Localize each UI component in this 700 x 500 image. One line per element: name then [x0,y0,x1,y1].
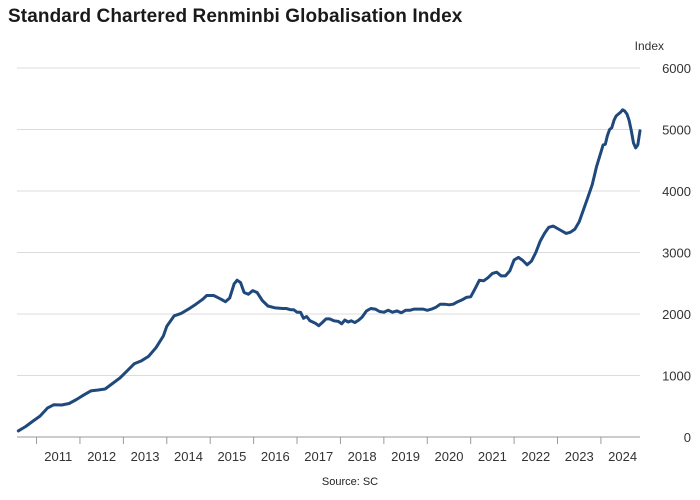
y-axis-label: Index [635,39,664,53]
series-layer [16,108,642,433]
x-tick-label: 2013 [131,449,160,464]
series-line [16,108,642,433]
x-tick-label: 2014 [174,449,203,464]
y-tick-label: 0 [684,430,691,445]
x-tick-label: 2012 [87,449,116,464]
x-axis: 2011 2012 2013 2014 2015 2016 2017 2018 2019 2020… [36,437,637,464]
x-tick-label: 2011 [44,449,72,464]
x-tick-label: 2019 [391,449,420,464]
source-note: Source: SC [321,476,379,488]
y-tick-label: 5000 [662,123,691,138]
y-tick-label: 2000 [662,307,691,322]
y-tick-label: 1000 [662,369,691,384]
x-tick-label: 2015 [217,449,246,464]
y-axis: 0 1000 2000 3000 4000 5000 6000 [662,61,691,445]
x-tick-label: 2016 [261,449,290,464]
x-tick-label: 2023 [565,449,594,464]
x-tick-label: 2020 [435,449,464,464]
x-tick-label: 2017 [304,449,333,464]
grid [17,67,640,438]
x-tick-label: 2022 [521,449,550,464]
chart-title: Standard Chartered Renminbi Globalisatio… [8,6,463,27]
x-tick-label: 2024 [608,449,637,464]
y-tick-label: 6000 [662,61,691,76]
y-tick-label: 4000 [662,184,691,199]
y-tick-label: 3000 [662,246,691,261]
x-tick-label: 2018 [348,449,377,464]
x-tick-label: 2021 [478,449,507,464]
